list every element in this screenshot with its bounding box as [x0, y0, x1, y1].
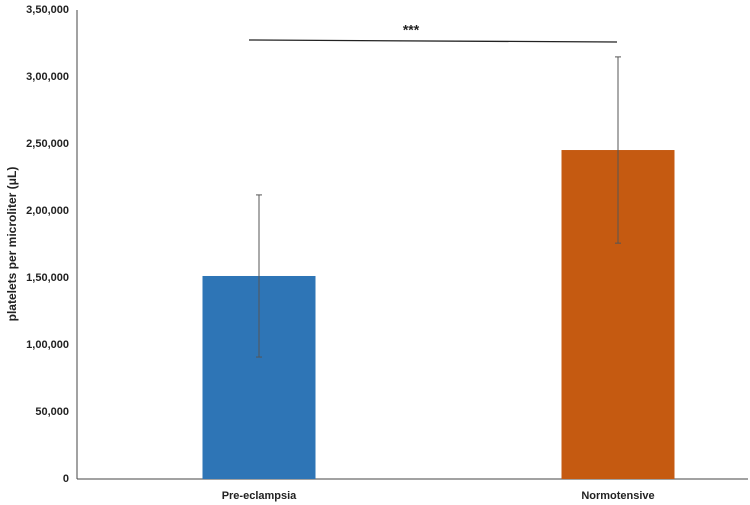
y-tick-label: 2,50,000: [26, 138, 69, 150]
x-tick-label: Normotensive: [581, 490, 654, 502]
y-tick-label: 1,50,000: [26, 272, 69, 284]
significance-annotation: ***: [403, 22, 420, 38]
y-tick-label: 3,00,000: [26, 71, 69, 83]
y-tick-label: 50,000: [35, 406, 69, 418]
y-tick-label: 2,00,000: [26, 205, 69, 217]
significance-line: [248, 39, 618, 43]
x-tick-label: Pre-eclampsia: [222, 490, 297, 502]
y-tick-label: 0: [63, 473, 69, 485]
y-tick-label: 1,00,000: [26, 339, 69, 351]
y-axis-label: platelets per microliter (μL): [5, 167, 19, 322]
y-tick-label: 3,50,000: [26, 4, 69, 16]
